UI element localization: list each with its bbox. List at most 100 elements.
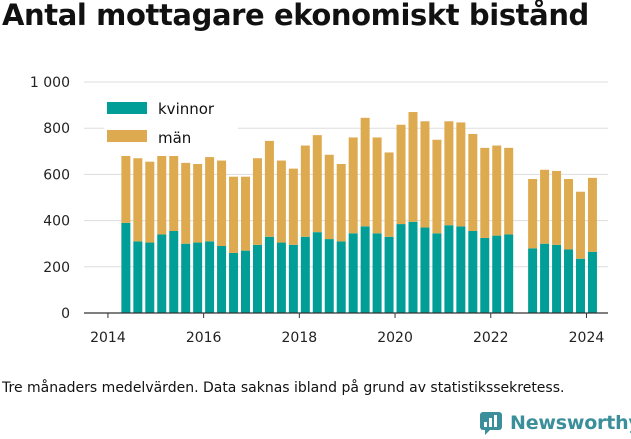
y-tick-label: 800 <box>43 121 70 137</box>
bar-segment-kvinnor <box>575 258 585 313</box>
stacked-bar-chart: 0 200 400 600 800 1 000 2014 2016 2018 2020 2022 20… <box>30 75 608 346</box>
bar-segment-kvinnor <box>504 234 514 313</box>
bar-segment-kvinnor <box>217 246 227 313</box>
bar-segment-man <box>229 176 239 253</box>
bar-segment-man <box>384 152 394 237</box>
bar-segment-kvinnor <box>121 222 131 313</box>
legend-swatch-man <box>107 130 147 142</box>
x-tick-label: 2024 <box>569 330 605 346</box>
bar-segment-man <box>587 177 597 252</box>
bar-segment-kvinnor <box>288 244 298 313</box>
bar-segment-kvinnor <box>372 233 382 313</box>
bar-segment-man <box>480 147 490 238</box>
bar-segment-kvinnor <box>336 241 346 313</box>
bar-segment-kvinnor <box>252 244 262 313</box>
bar-segment-man <box>276 160 286 243</box>
y-tick-label: 600 <box>43 167 70 183</box>
bar-segment-man <box>193 164 203 243</box>
bar-segment-man <box>504 147 514 235</box>
bar-segment-man <box>348 137 358 234</box>
y-tick-label: 1 000 <box>30 75 70 91</box>
bar-segment-man <box>564 179 574 250</box>
bar-segment-kvinnor <box>193 242 203 313</box>
bar-segment-kvinnor <box>564 249 574 313</box>
bar-segment-kvinnor <box>480 237 490 313</box>
bar-segment-man <box>468 133 478 231</box>
axes: 0 200 400 600 800 1 000 2014 2016 2018 2020 2022 20… <box>30 75 608 346</box>
bar-segment-man <box>145 161 155 243</box>
bar-segment-kvinnor <box>492 235 502 313</box>
y-tick-label: 400 <box>43 214 70 230</box>
x-tick-label: 2020 <box>377 330 413 346</box>
bar-segment-kvinnor <box>456 226 466 314</box>
y-tick-label: 0 <box>61 306 70 322</box>
bar-segment-man <box>444 121 454 226</box>
bar-segment-man <box>312 135 322 233</box>
x-tick-label: 2016 <box>186 330 222 346</box>
bars <box>121 112 597 314</box>
bar-segment-man <box>121 154 131 223</box>
bar-segment-man <box>217 160 227 247</box>
brand-name: Newsworthy <box>510 412 631 434</box>
bar-segment-kvinnor <box>133 241 143 313</box>
chart-caption: Tre månaders medelvärden. Data saknas ib… <box>2 380 565 396</box>
bar-segment-man <box>456 122 466 227</box>
bar-segment-man <box>396 124 406 225</box>
bar-segment-kvinnor <box>157 234 167 313</box>
bar-segment-kvinnor <box>540 243 550 313</box>
bar-segment-man <box>241 176 251 251</box>
bar-segment-man <box>169 154 179 231</box>
bar-segment-kvinnor <box>264 236 274 313</box>
legend: kvinnor män <box>104 98 238 156</box>
bar-segment-kvinnor <box>552 244 562 313</box>
bar-segment-kvinnor <box>384 236 394 313</box>
bar-segment-kvinnor <box>312 232 322 313</box>
bar-segment-kvinnor <box>432 233 442 313</box>
legend-label-kvinnor: kvinnor <box>158 100 215 118</box>
legend-swatch-kvinnor <box>107 102 147 114</box>
bar-segment-man <box>575 191 585 259</box>
bar-segment-man <box>252 158 262 245</box>
bar-segment-man <box>133 158 143 242</box>
bar-segment-kvinnor <box>324 239 334 313</box>
bar-segment-man <box>336 164 346 242</box>
newsworthy-logo-icon <box>480 412 502 435</box>
legend-label-man: män <box>158 129 191 147</box>
bar-segment-kvinnor <box>444 225 454 313</box>
bar-segment-man <box>157 155 167 235</box>
bar-segment-man <box>205 157 215 242</box>
bar-segment-man <box>372 137 382 234</box>
bar-segment-kvinnor <box>348 233 358 313</box>
newsworthy-logo[interactable]: Newsworthy <box>478 408 631 438</box>
bar-segment-kvinnor <box>181 243 191 313</box>
bar-segment-man <box>300 145 310 237</box>
bar-segment-kvinnor <box>360 226 370 314</box>
bar-segment-kvinnor <box>145 242 155 313</box>
bar-segment-man <box>492 145 502 236</box>
bar-segment-kvinnor <box>468 231 478 313</box>
y-tick-label: 200 <box>43 260 70 276</box>
bar-segment-man <box>540 169 550 244</box>
bar-segment-kvinnor <box>420 227 430 313</box>
bar-segment-man <box>420 121 430 228</box>
x-tick-label: 2014 <box>90 330 126 346</box>
x-tick-label: 2022 <box>473 330 509 346</box>
bar-segment-kvinnor <box>205 241 215 313</box>
bar-segment-man <box>432 139 442 234</box>
x-tick-label: 2018 <box>282 330 318 346</box>
bar-segment-man <box>552 170 562 245</box>
bar-segment-kvinnor <box>229 252 239 313</box>
bar-segment-kvinnor <box>408 221 418 313</box>
bar-segment-kvinnor <box>396 224 406 313</box>
bar-segment-kvinnor <box>300 236 310 313</box>
bar-segment-man <box>264 140 274 237</box>
chart-title: Antal mottagare ekonomiskt bistånd <box>2 0 589 32</box>
bar-segment-man <box>324 154 334 240</box>
bar-segment-kvinnor <box>241 250 251 313</box>
bar-segment-kvinnor <box>528 248 538 313</box>
bar-segment-man <box>181 162 191 244</box>
bar-segment-man <box>408 112 418 222</box>
bar-segment-kvinnor <box>587 251 597 313</box>
bar-segment-man <box>528 179 538 249</box>
bar-segment-man <box>360 117 370 227</box>
